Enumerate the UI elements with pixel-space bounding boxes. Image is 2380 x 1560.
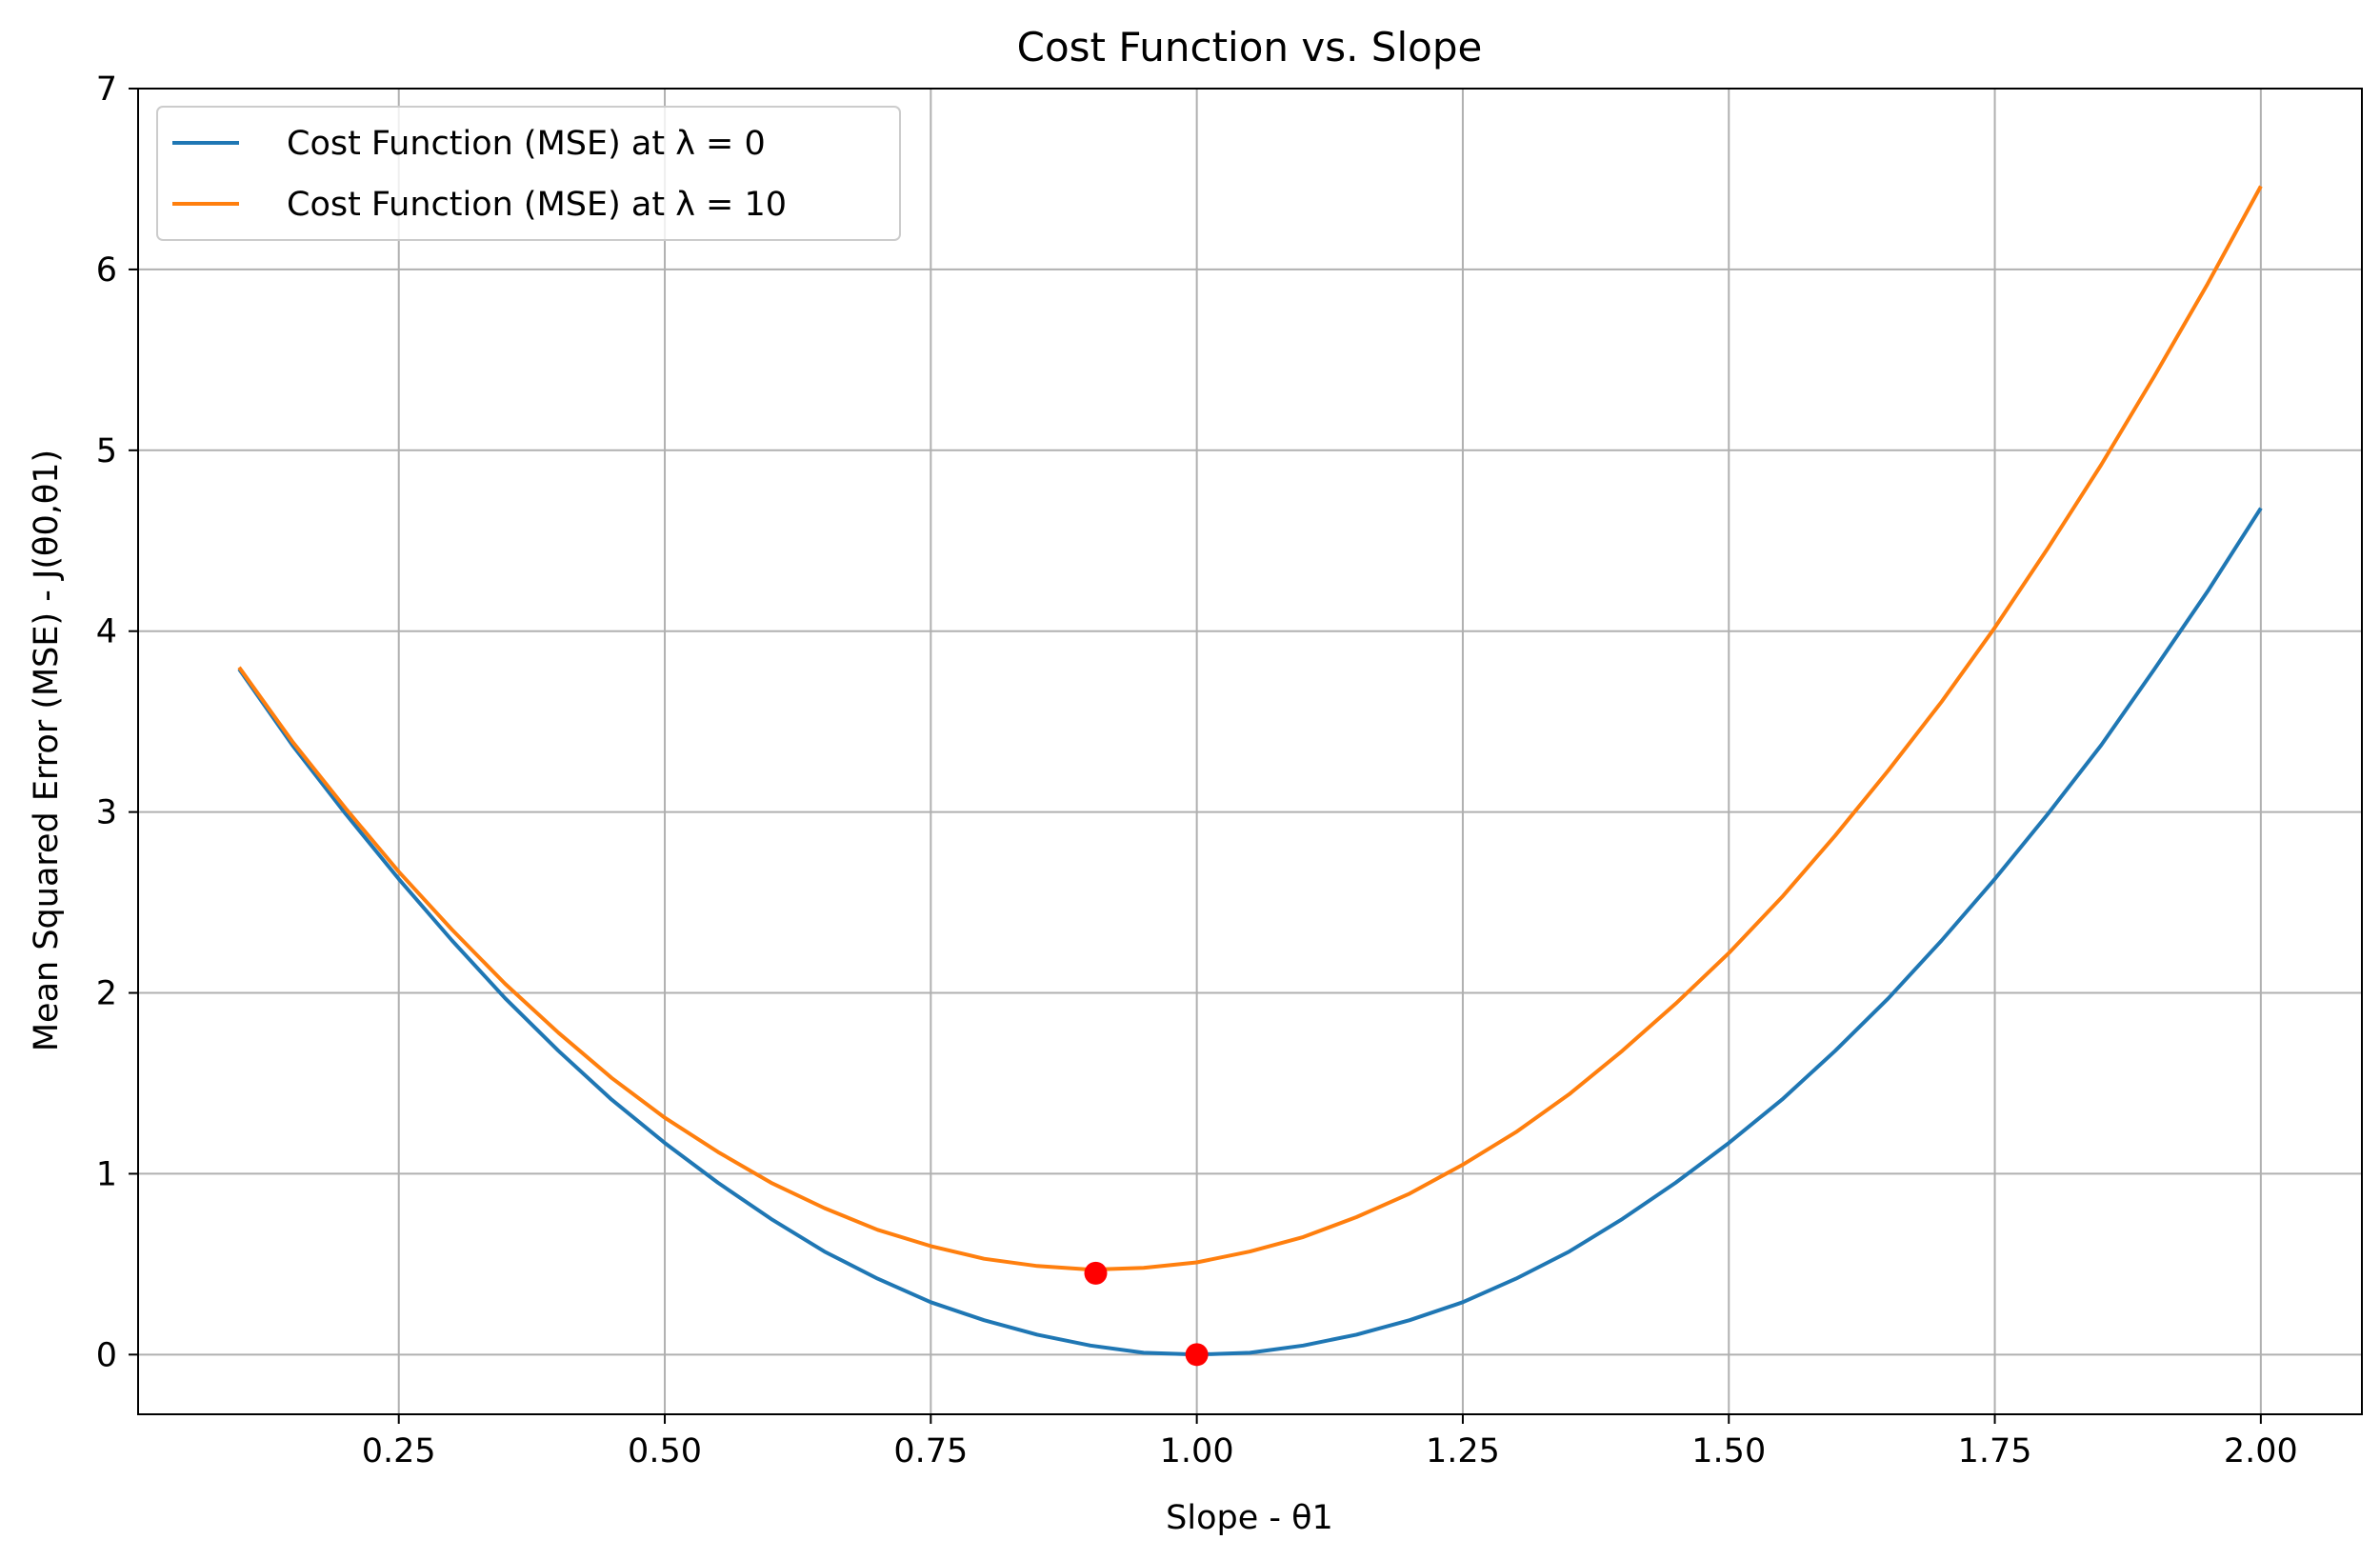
x-tick-label: 1.75 — [1958, 1432, 2032, 1470]
series-line-0 — [237, 507, 2263, 1357]
legend: Cost Function (MSE) at λ = 0 Cost Functio… — [156, 106, 901, 241]
x-tick-label: 0.75 — [893, 1432, 968, 1470]
legend-label-1: Cost Function (MSE) at λ = 10 — [287, 186, 787, 224]
y-tick-label: 0 — [96, 1336, 117, 1374]
points-layer — [1084, 1261, 1209, 1367]
y-axis-label: Mean Squared Error (MSE) - J(θ0,θ1) — [28, 450, 66, 1051]
x-tick-label: 0.25 — [362, 1432, 436, 1470]
y-tick-label: 4 — [96, 613, 117, 651]
x-tick-label: 2.00 — [2224, 1432, 2298, 1470]
x-tick-label: 1.50 — [1691, 1432, 1766, 1470]
series-line-1 — [237, 185, 2263, 1272]
x-axis-label: Slope - θ1 — [1166, 1499, 1333, 1537]
x-tick-label: 1.00 — [1160, 1432, 1234, 1470]
x-tick-label: 0.50 — [628, 1432, 702, 1470]
y-tick-label: 2 — [96, 975, 117, 1013]
minimum-point-1 — [1185, 1343, 1209, 1367]
chart-title: Cost Function vs. Slope — [1017, 24, 1483, 70]
legend-box — [156, 106, 901, 241]
grid — [138, 88, 2362, 1414]
series-layer — [237, 185, 2263, 1357]
y-tick-label: 6 — [96, 251, 117, 290]
minimum-point-0 — [1084, 1261, 1108, 1285]
y-tick-label: 5 — [96, 432, 117, 470]
y-tick-label: 1 — [96, 1155, 117, 1193]
plot-frame — [137, 88, 2363, 1415]
x-tick-label: 1.25 — [1426, 1432, 1500, 1470]
y-axis-ticks: 0 1 2 3 4 5 6 7 — [96, 70, 138, 1374]
legend-label-0: Cost Function (MSE) at λ = 0 — [287, 125, 766, 163]
y-tick-label: 7 — [96, 70, 117, 109]
y-tick-label: 3 — [96, 794, 117, 832]
x-axis-ticks: 0.25 0.50 0.75 1.00 1.25 1.50 1.75 2.00 — [362, 1414, 2298, 1470]
